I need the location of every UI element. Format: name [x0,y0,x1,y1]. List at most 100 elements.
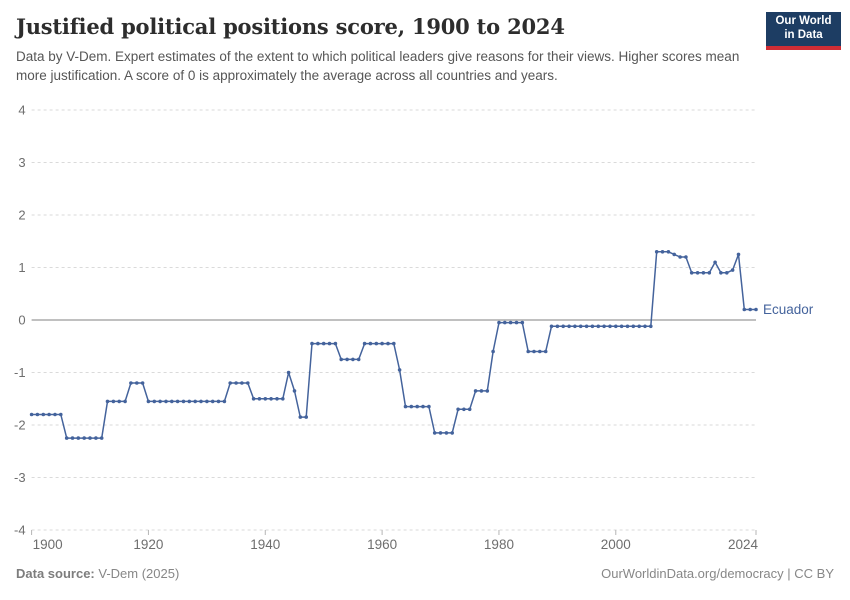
data-point[interactable] [584,324,589,329]
data-point[interactable] [351,357,355,362]
data-point[interactable] [672,252,676,257]
data-point[interactable] [526,349,530,354]
data-point[interactable] [321,341,326,346]
data-point[interactable] [462,407,466,412]
data-point[interactable] [310,341,314,346]
data-point[interactable] [543,349,548,354]
data-point[interactable] [292,389,297,393]
data-point[interactable] [707,271,712,275]
data-point[interactable] [216,399,221,404]
data-point[interactable] [713,260,717,265]
data-point[interactable] [234,381,238,385]
data-point[interactable] [555,324,560,329]
data-point[interactable] [631,324,636,329]
data-point[interactable] [210,399,215,404]
data-point[interactable] [123,399,127,404]
data-point[interactable] [719,271,723,275]
data-point[interactable] [427,404,431,409]
data-point[interactable] [117,399,121,404]
data-point[interactable] [205,399,209,404]
data-point[interactable] [368,341,373,346]
data-point[interactable] [275,397,279,401]
data-point[interactable] [281,397,285,401]
data-point[interactable] [82,436,86,440]
data-point[interactable] [94,436,98,440]
data-point[interactable] [514,320,519,325]
data-point[interactable] [561,324,565,329]
data-point[interactable] [164,399,168,404]
data-point[interactable] [689,271,694,275]
data-point[interactable] [520,320,525,325]
data-point[interactable] [608,324,612,329]
data-point[interactable] [590,324,595,329]
data-point[interactable] [596,324,601,329]
data-point[interactable] [59,412,63,417]
data-point[interactable] [263,397,268,401]
data-point[interactable] [567,324,571,329]
data-point[interactable] [573,324,577,329]
data-point[interactable] [730,268,735,272]
data-point[interactable] [135,381,139,385]
data-point[interactable] [29,412,34,417]
data-point[interactable] [99,436,104,440]
data-point[interactable] [170,399,174,404]
data-point[interactable] [158,399,162,404]
data-point[interactable] [421,404,425,409]
data-point[interactable] [748,307,752,312]
data-point[interactable] [298,415,303,419]
data-point[interactable] [467,407,472,412]
data-point[interactable] [70,436,75,440]
data-point[interactable] [701,271,706,275]
data-point[interactable] [333,341,338,346]
data-point[interactable] [637,324,641,329]
data-point[interactable] [643,324,647,329]
data-point[interactable] [625,324,630,329]
data-point[interactable] [269,397,273,401]
data-point[interactable] [444,431,449,435]
data-point[interactable] [538,349,542,354]
data-point[interactable] [473,389,478,393]
data-point[interactable] [362,341,367,346]
data-point[interactable] [497,320,501,325]
data-point[interactable] [345,357,349,362]
data-point[interactable] [140,381,145,385]
data-point[interactable] [491,349,495,354]
data-point[interactable] [602,324,606,329]
data-point[interactable] [374,341,379,346]
data-point[interactable] [53,412,57,417]
data-point[interactable] [246,381,250,385]
data-point[interactable] [129,381,133,385]
data-point[interactable] [386,341,390,346]
data-point[interactable] [532,349,536,354]
data-point[interactable] [152,399,157,404]
data-point[interactable] [695,271,700,275]
data-point[interactable] [327,341,332,346]
data-point[interactable] [175,399,180,404]
data-point[interactable] [742,307,747,312]
data-point[interactable] [380,341,384,346]
data-point[interactable] [614,324,618,329]
data-point[interactable] [503,320,507,325]
data-point[interactable] [222,399,227,404]
data-point[interactable] [654,250,659,254]
data-point[interactable] [479,389,484,393]
data-point[interactable] [356,357,361,362]
data-point[interactable] [47,412,51,417]
data-point[interactable] [199,399,203,404]
data-point[interactable] [41,412,46,417]
data-point[interactable] [76,436,81,440]
data-point[interactable] [257,397,262,401]
data-point[interactable] [666,250,671,254]
data-point[interactable] [392,341,396,346]
data-point[interactable] [397,368,402,372]
data-point[interactable] [736,252,741,257]
data-point[interactable] [725,271,729,275]
data-point[interactable] [450,431,455,435]
data-point[interactable] [432,431,437,435]
data-point[interactable] [456,407,460,412]
entity-label[interactable]: Ecuador [763,302,814,317]
data-point[interactable] [578,324,583,329]
data-point[interactable] [660,250,665,254]
data-point[interactable] [193,399,197,404]
